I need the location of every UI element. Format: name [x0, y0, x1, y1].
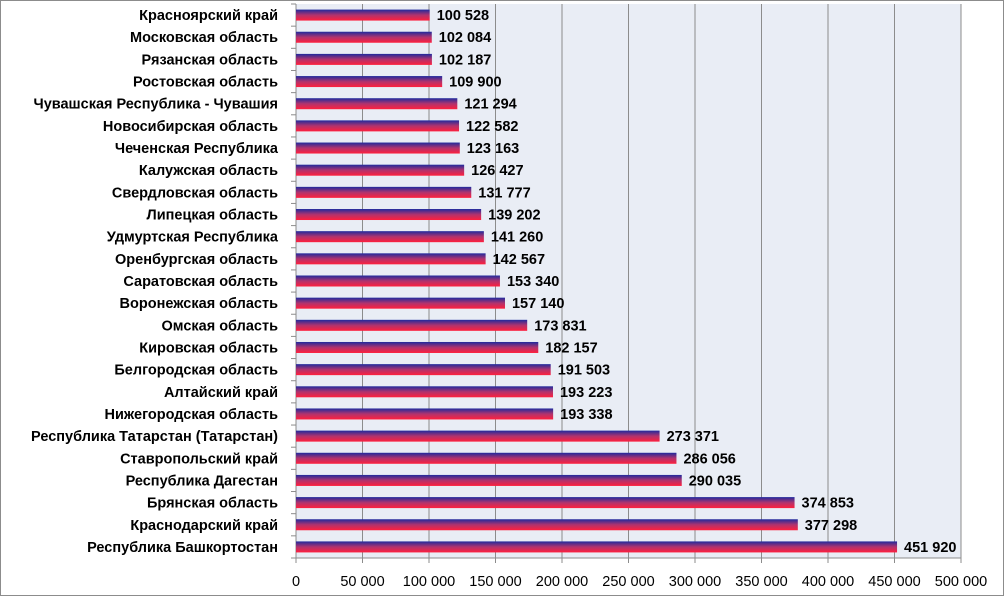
category-label: Липецкая область — [147, 208, 279, 224]
data-label: 153 340 — [507, 274, 559, 290]
category-label: Республика Дагестан — [126, 473, 278, 489]
bar — [296, 386, 553, 398]
data-label: 191 503 — [558, 363, 610, 379]
bar — [296, 541, 898, 553]
category-label: Республика Татарстан (Татарстан) — [31, 429, 278, 445]
x-tick-label: 500 000 — [935, 574, 987, 590]
bar — [296, 452, 677, 464]
data-label: 109 900 — [449, 75, 501, 91]
data-label: 193 223 — [560, 385, 612, 401]
bar — [296, 275, 500, 287]
x-tick-label: 150 000 — [469, 574, 521, 590]
data-label: 121 294 — [464, 97, 516, 113]
category-label: Брянская область — [147, 496, 278, 512]
bar — [296, 430, 660, 442]
category-label: Белгородская область — [114, 363, 278, 379]
bar — [296, 408, 554, 420]
category-label: Кировская область — [139, 340, 278, 356]
category-label: Чеченская Республика — [115, 141, 279, 157]
bar — [296, 474, 682, 486]
x-tick-label: 450 000 — [868, 574, 920, 590]
category-label: Калужская область — [139, 163, 278, 179]
category-label: Новосибирская область — [103, 119, 278, 135]
category-label: Воронежская область — [120, 296, 279, 312]
bar — [296, 186, 472, 198]
bar — [296, 164, 465, 176]
bar — [296, 297, 505, 309]
data-label: 141 260 — [491, 230, 543, 246]
category-label: Красноярский край — [139, 8, 278, 24]
data-label: 131 777 — [478, 185, 530, 201]
data-label: 182 157 — [545, 340, 597, 356]
data-label: 286 056 — [683, 451, 735, 467]
bar — [296, 53, 432, 65]
x-tick-label: 300 000 — [669, 574, 721, 590]
x-tick-label: 200 000 — [536, 574, 588, 590]
data-label: 377 298 — [805, 518, 857, 534]
category-label: Чувашская Республика - Чувашия — [34, 97, 279, 113]
category-label: Ставропольский край — [120, 451, 278, 467]
bar — [296, 253, 486, 265]
bar — [296, 319, 528, 331]
data-label: 139 202 — [488, 208, 540, 224]
data-label: 122 582 — [466, 119, 518, 135]
data-label: 374 853 — [802, 496, 854, 512]
category-label: Ростовская область — [133, 75, 278, 91]
data-label: 173 831 — [534, 318, 586, 334]
data-label: 126 427 — [471, 163, 523, 179]
data-label: 290 035 — [689, 473, 741, 489]
x-tick-label: 350 000 — [735, 574, 787, 590]
category-label: Нижегородская область — [105, 407, 279, 423]
bar — [296, 519, 798, 531]
x-tick-label: 100 000 — [403, 574, 455, 590]
data-label: 142 567 — [493, 252, 545, 268]
data-label: 273 371 — [667, 429, 719, 445]
category-label: Рязанская область — [142, 52, 279, 68]
bar — [296, 364, 551, 376]
data-label: 102 084 — [439, 30, 491, 46]
x-tick-label: 400 000 — [802, 574, 854, 590]
data-label: 157 140 — [512, 296, 564, 312]
bar — [296, 120, 460, 132]
x-tick-label: 250 000 — [602, 574, 654, 590]
data-label: 102 187 — [439, 52, 491, 68]
category-label: Краснодарский край — [130, 518, 278, 534]
bar — [296, 9, 430, 21]
category-label: Омская область — [162, 318, 279, 334]
x-tick-label: 50 000 — [340, 574, 384, 590]
bar — [296, 98, 458, 110]
data-label: 123 163 — [467, 141, 519, 157]
category-label: Московская область — [130, 30, 278, 46]
bar — [296, 497, 795, 509]
bar — [296, 31, 432, 43]
data-label: 100 528 — [437, 8, 489, 24]
bar — [296, 341, 539, 353]
category-label: Удмуртская Республика — [107, 230, 279, 246]
bar — [296, 231, 484, 243]
bar — [296, 76, 443, 88]
bar — [296, 142, 460, 154]
category-label: Оренбургская область — [115, 252, 278, 268]
bar — [296, 209, 482, 221]
category-label: Алтайский край — [164, 385, 278, 401]
data-label: 193 338 — [560, 407, 612, 423]
x-tick-label: 0 — [292, 574, 300, 590]
category-label: Саратовская область — [123, 274, 278, 290]
category-label: Свердловская область — [112, 185, 278, 201]
category-label: Республика Башкортостан — [87, 540, 278, 556]
data-label: 451 920 — [904, 540, 956, 556]
